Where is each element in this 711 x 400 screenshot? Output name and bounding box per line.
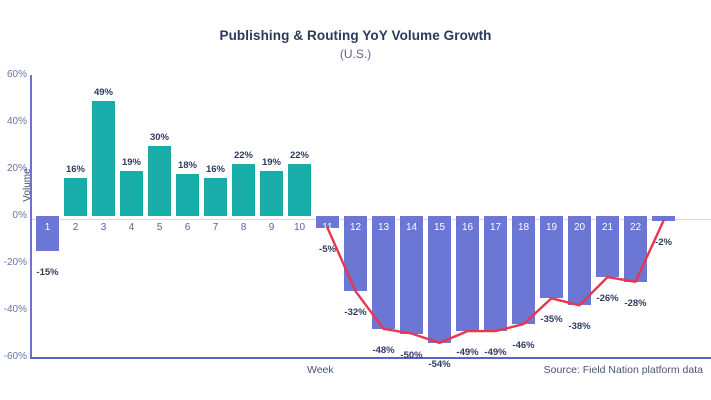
x-axis-tick-week-14: 14 <box>405 222 418 233</box>
bar-value-label-17: -49% <box>484 347 507 359</box>
bar-week-2[interactable] <box>64 178 87 216</box>
bar-value-label-8: 22% <box>233 150 253 162</box>
bar-value-label-5: 30% <box>149 131 169 143</box>
bar-value-label-11: -5% <box>319 243 336 255</box>
x-axis-tick-week-7: 7 <box>212 222 219 233</box>
y-axis-tick: 20% <box>6 163 27 174</box>
x-axis-tick-week-10: 10 <box>293 222 306 233</box>
y-axis-tick: -60% <box>3 351 27 362</box>
bar-week-23[interactable] <box>652 216 675 221</box>
x-axis-tick-week-22: 22 <box>629 222 642 233</box>
bar-value-label-18: -46% <box>512 340 535 352</box>
bar-week-9[interactable] <box>260 171 283 216</box>
bar-value-label-9: 19% <box>261 157 281 169</box>
x-axis-tick-week-5: 5 <box>156 222 163 233</box>
y-axis-line <box>30 75 33 358</box>
x-axis-tick-week-13: 13 <box>377 222 390 233</box>
x-axis-tick-week-6: 6 <box>184 222 191 233</box>
x-axis-title: Week <box>307 364 334 376</box>
bar-value-label-22: -28% <box>624 297 647 309</box>
bar-value-label-23: -2% <box>655 236 672 248</box>
chart-subtitle: (U.S.) <box>339 47 372 61</box>
source-note: Source: Field Nation platform data <box>543 364 703 376</box>
bar-value-label-12: -32% <box>344 307 367 319</box>
bar-week-5[interactable] <box>148 145 171 216</box>
y-axis-tick: 0% <box>12 210 27 221</box>
bar-value-label-20: -38% <box>568 321 591 333</box>
bar-week-8[interactable] <box>232 164 255 216</box>
x-axis-tick-week-1: 1 <box>44 222 51 233</box>
plot-area: -15% 1 16% 2 49% 3 19% 4 30% 5 18% 6 16% 7 22% 8 19% 9 22%… <box>32 75 711 370</box>
bar-value-label-1: -15% <box>36 267 59 279</box>
bar-week-4[interactable] <box>120 171 143 216</box>
y-axis-tick: 60% <box>6 69 27 80</box>
bar-week-7[interactable] <box>204 178 227 216</box>
bar-value-label-4: 19% <box>121 157 141 169</box>
x-axis-tick-week-3: 3 <box>100 222 107 233</box>
bar-week-10[interactable] <box>288 164 311 216</box>
bar-week-17[interactable] <box>484 216 507 332</box>
bar-week-3[interactable] <box>92 100 115 216</box>
x-axis-tick-week-20: 20 <box>573 222 586 233</box>
bar-week-16[interactable] <box>456 216 479 332</box>
bar-value-label-10: 22% <box>289 150 309 162</box>
bar-week-14[interactable] <box>400 216 423 334</box>
bar-value-label-16: -49% <box>456 347 479 359</box>
x-axis-tick-week-17: 17 <box>489 222 502 233</box>
chart-title: Publishing & Routing YoY Volume Growth <box>219 28 492 43</box>
x-axis-tick-week-16: 16 <box>461 222 474 233</box>
bar-value-label-15: -54% <box>428 358 451 370</box>
x-axis-tick-week-4: 4 <box>128 222 135 233</box>
x-axis-tick-week-23: 23 <box>657 222 670 233</box>
x-axis-tick-week-8: 8 <box>240 222 247 233</box>
x-axis-tick-week-21: 21 <box>601 222 614 233</box>
bar-value-label-2: 16% <box>65 164 85 176</box>
x-axis-tick-week-11: 11 <box>322 222 333 233</box>
bar-value-label-3: 49% <box>93 86 113 98</box>
x-axis-tick-week-15: 15 <box>433 222 446 233</box>
x-axis-tick-week-19: 19 <box>545 222 558 233</box>
bar-week-15[interactable] <box>428 216 451 343</box>
bar-value-label-14: -50% <box>400 349 423 361</box>
bar-value-label-7: 16% <box>205 164 225 176</box>
y-axis-tick: -40% <box>3 304 27 315</box>
x-axis-tick-week-18: 18 <box>517 222 530 233</box>
bar-value-label-13: -48% <box>372 344 395 356</box>
bar-week-6[interactable] <box>176 173 199 216</box>
x-axis-tick-week-12: 12 <box>349 222 362 233</box>
bar-value-label-6: 18% <box>177 159 197 171</box>
y-axis-tick: 40% <box>6 116 27 127</box>
bar-week-1[interactable] <box>36 216 59 252</box>
x-axis-tick-week-2: 2 <box>72 222 79 233</box>
x-axis-line <box>30 356 711 359</box>
x-axis-tick-week-9: 9 <box>268 222 275 233</box>
y-axis-tick: -20% <box>3 257 27 268</box>
